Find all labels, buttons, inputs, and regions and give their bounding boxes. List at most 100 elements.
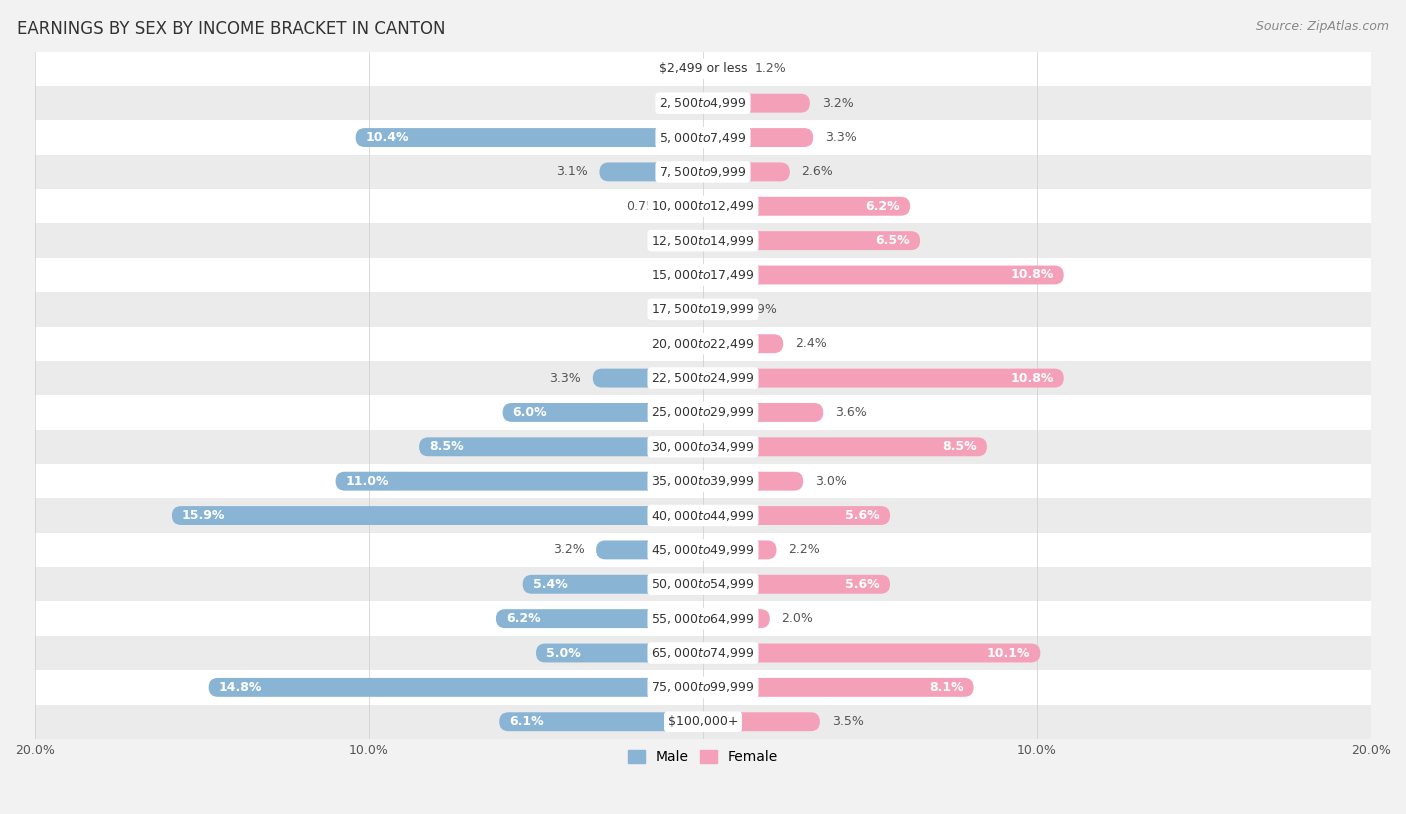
- FancyBboxPatch shape: [703, 94, 810, 112]
- FancyBboxPatch shape: [536, 644, 703, 663]
- Bar: [35, 51, 1371, 86]
- Text: $10,000 to $12,499: $10,000 to $12,499: [651, 199, 755, 213]
- Text: 5.4%: 5.4%: [533, 578, 568, 591]
- Text: 2.4%: 2.4%: [794, 337, 827, 350]
- Bar: [35, 292, 1371, 326]
- Bar: [35, 602, 1371, 636]
- Bar: [35, 498, 1371, 532]
- FancyBboxPatch shape: [703, 163, 790, 182]
- Text: 2.6%: 2.6%: [801, 165, 834, 178]
- Text: 1.2%: 1.2%: [755, 63, 786, 76]
- Text: 3.3%: 3.3%: [825, 131, 856, 144]
- Text: $22,500 to $24,999: $22,500 to $24,999: [651, 371, 755, 385]
- Text: $17,500 to $19,999: $17,500 to $19,999: [651, 302, 755, 317]
- FancyBboxPatch shape: [208, 678, 703, 697]
- Text: EARNINGS BY SEX BY INCOME BRACKET IN CANTON: EARNINGS BY SEX BY INCOME BRACKET IN CAN…: [17, 20, 446, 38]
- FancyBboxPatch shape: [703, 197, 910, 216]
- FancyBboxPatch shape: [703, 712, 820, 731]
- Text: $45,000 to $49,999: $45,000 to $49,999: [651, 543, 755, 557]
- FancyBboxPatch shape: [693, 59, 703, 78]
- Text: 6.1%: 6.1%: [509, 716, 544, 729]
- FancyBboxPatch shape: [703, 300, 733, 319]
- FancyBboxPatch shape: [678, 197, 703, 216]
- Text: 11.0%: 11.0%: [346, 475, 389, 488]
- Text: 5.0%: 5.0%: [546, 646, 581, 659]
- Text: 8.5%: 8.5%: [429, 440, 464, 453]
- FancyBboxPatch shape: [703, 472, 803, 491]
- Text: $50,000 to $54,999: $50,000 to $54,999: [651, 577, 755, 591]
- Text: 0.0%: 0.0%: [659, 97, 692, 110]
- Text: $55,000 to $64,999: $55,000 to $64,999: [651, 611, 755, 626]
- FancyBboxPatch shape: [703, 540, 776, 559]
- Text: $20,000 to $22,499: $20,000 to $22,499: [651, 337, 755, 351]
- FancyBboxPatch shape: [703, 265, 1064, 284]
- Bar: [35, 189, 1371, 224]
- Text: 3.3%: 3.3%: [550, 371, 581, 384]
- Text: 6.2%: 6.2%: [506, 612, 540, 625]
- Text: 6.5%: 6.5%: [876, 234, 910, 247]
- FancyBboxPatch shape: [599, 163, 703, 182]
- FancyBboxPatch shape: [703, 506, 890, 525]
- FancyBboxPatch shape: [703, 403, 824, 422]
- Text: Source: ZipAtlas.com: Source: ZipAtlas.com: [1256, 20, 1389, 33]
- FancyBboxPatch shape: [596, 540, 703, 559]
- Text: 3.0%: 3.0%: [815, 475, 846, 488]
- FancyBboxPatch shape: [703, 128, 813, 147]
- Bar: [35, 361, 1371, 396]
- Text: 6.0%: 6.0%: [513, 406, 547, 419]
- Text: $35,000 to $39,999: $35,000 to $39,999: [651, 475, 755, 488]
- FancyBboxPatch shape: [703, 369, 1064, 387]
- Text: 14.8%: 14.8%: [219, 681, 262, 694]
- FancyBboxPatch shape: [703, 59, 744, 78]
- Text: $2,500 to $4,999: $2,500 to $4,999: [659, 96, 747, 110]
- Bar: [35, 670, 1371, 705]
- Text: 3.1%: 3.1%: [555, 165, 588, 178]
- Text: 0.0%: 0.0%: [659, 234, 692, 247]
- FancyBboxPatch shape: [593, 369, 703, 387]
- Text: 5.6%: 5.6%: [845, 509, 880, 522]
- Text: 0.0%: 0.0%: [659, 63, 692, 76]
- FancyBboxPatch shape: [499, 712, 703, 731]
- FancyBboxPatch shape: [523, 575, 703, 593]
- Text: 3.2%: 3.2%: [821, 97, 853, 110]
- FancyBboxPatch shape: [172, 506, 703, 525]
- Text: 0.0%: 0.0%: [659, 337, 692, 350]
- FancyBboxPatch shape: [703, 335, 783, 353]
- Text: 0.75%: 0.75%: [626, 199, 666, 212]
- FancyBboxPatch shape: [693, 265, 703, 284]
- Text: $7,500 to $9,999: $7,500 to $9,999: [659, 165, 747, 179]
- FancyBboxPatch shape: [419, 437, 703, 457]
- Text: $12,500 to $14,999: $12,500 to $14,999: [651, 234, 755, 247]
- Text: 3.6%: 3.6%: [835, 406, 866, 419]
- Bar: [35, 705, 1371, 739]
- Bar: [35, 430, 1371, 464]
- Text: 10.1%: 10.1%: [987, 646, 1031, 659]
- FancyBboxPatch shape: [496, 609, 703, 628]
- Text: 3.2%: 3.2%: [553, 544, 585, 557]
- FancyBboxPatch shape: [693, 94, 703, 112]
- Text: 15.9%: 15.9%: [181, 509, 225, 522]
- Bar: [35, 224, 1371, 258]
- Text: $2,499 or less: $2,499 or less: [659, 63, 747, 76]
- Text: $30,000 to $34,999: $30,000 to $34,999: [651, 440, 755, 454]
- Bar: [35, 567, 1371, 602]
- Text: 3.5%: 3.5%: [831, 716, 863, 729]
- Text: 10.8%: 10.8%: [1011, 371, 1053, 384]
- FancyBboxPatch shape: [703, 575, 890, 593]
- Text: 0.0%: 0.0%: [659, 303, 692, 316]
- Text: 10.4%: 10.4%: [366, 131, 409, 144]
- Text: 0.3%: 0.3%: [650, 269, 682, 282]
- Bar: [35, 155, 1371, 189]
- FancyBboxPatch shape: [693, 300, 703, 319]
- FancyBboxPatch shape: [703, 231, 920, 250]
- Text: 2.0%: 2.0%: [782, 612, 814, 625]
- Bar: [35, 326, 1371, 361]
- Bar: [35, 396, 1371, 430]
- Text: $65,000 to $74,999: $65,000 to $74,999: [651, 646, 755, 660]
- FancyBboxPatch shape: [356, 128, 703, 147]
- Text: 10.8%: 10.8%: [1011, 269, 1053, 282]
- Text: 8.1%: 8.1%: [929, 681, 963, 694]
- FancyBboxPatch shape: [693, 231, 703, 250]
- FancyBboxPatch shape: [336, 472, 703, 491]
- Bar: [35, 636, 1371, 670]
